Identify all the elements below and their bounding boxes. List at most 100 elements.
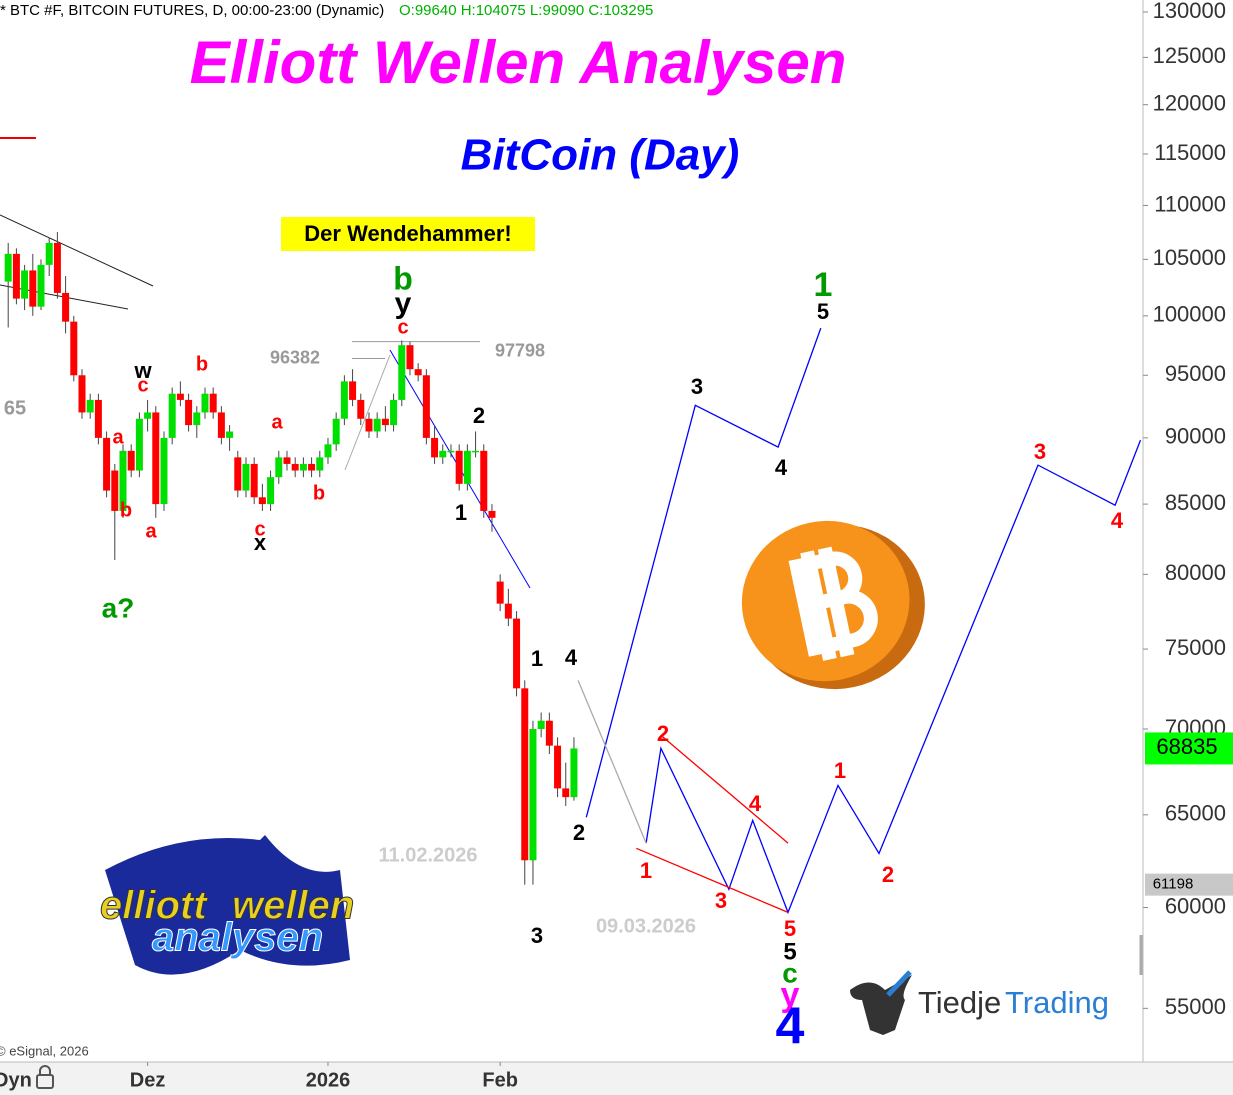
lock-icon	[39, 1065, 51, 1075]
candle-body	[103, 437, 111, 491]
projection-line	[636, 847, 789, 913]
trend-line	[0, 214, 154, 287]
wave-label: 3	[715, 888, 727, 913]
candle-body	[488, 510, 496, 518]
wave-label: w	[133, 358, 152, 383]
candle-body	[283, 457, 291, 464]
wave-label: x	[254, 530, 267, 555]
candle-body	[209, 393, 217, 413]
candle-body	[324, 444, 332, 458]
candle-body	[316, 457, 324, 471]
symbol-header: * BTC #F, BITCOIN FUTURES, D, 00:00-23:0…	[0, 2, 384, 19]
candle-body	[45, 242, 53, 265]
candle-body	[554, 745, 562, 789]
y-tick-label: 95000	[1165, 361, 1226, 386]
candle-body	[390, 399, 398, 426]
wave-label: a	[112, 426, 124, 448]
wave-label: a	[271, 411, 283, 433]
candle-body	[119, 450, 127, 511]
wave-label: 2	[657, 721, 669, 746]
projection-line	[585, 327, 822, 818]
y-tick-label: 60000	[1165, 893, 1226, 918]
x-axis-strip	[0, 1062, 1233, 1095]
y-tick-label: 55000	[1165, 994, 1226, 1019]
coin-symbol	[788, 546, 878, 661]
candle-body	[340, 381, 348, 419]
marker-price-label: 61198	[1153, 876, 1194, 893]
candle-body	[308, 463, 316, 471]
annotation-box	[281, 217, 535, 251]
candle-body	[562, 788, 570, 798]
wave-label: c	[397, 316, 408, 338]
candle-body	[135, 418, 143, 471]
wave-label: 1	[455, 500, 467, 525]
candle-body	[496, 581, 504, 604]
x-tick-label: Dez	[130, 1069, 166, 1091]
candle-body	[455, 450, 463, 484]
wave-label: 4	[749, 791, 762, 816]
y-tick-label: 80000	[1165, 560, 1226, 585]
candle-body	[357, 399, 365, 419]
wave-label: 3	[531, 923, 543, 948]
lock-icon	[36, 1074, 54, 1089]
logo-text: Trading	[1005, 985, 1109, 1020]
projection-line	[660, 734, 789, 844]
candle-body	[291, 463, 299, 471]
x-tick-label: Feb	[482, 1069, 518, 1091]
y-tick-label: 110000	[1154, 191, 1226, 216]
logo-text: analysen	[152, 916, 323, 960]
candle-body	[332, 418, 340, 445]
candle-body	[78, 375, 86, 413]
y-tick-label: 85000	[1165, 490, 1226, 515]
wave-label: 3	[691, 374, 703, 399]
note: 09.03.2026	[596, 915, 696, 937]
candle-body	[570, 748, 578, 798]
candle-body	[381, 418, 389, 426]
candle-body	[472, 450, 480, 453]
mode-label: Dyn	[0, 1069, 32, 1091]
last-price-box	[1145, 732, 1233, 765]
wave-label: 2	[473, 403, 485, 428]
chart-subtitle: BitCoin (Day)	[461, 131, 740, 180]
candle-body	[152, 412, 160, 505]
wave-label: b	[393, 260, 413, 296]
logo-text: elliott	[100, 884, 208, 928]
candle-body	[21, 270, 29, 299]
wave-label: b	[313, 482, 325, 504]
projection-line	[577, 680, 647, 844]
marker-price-box	[1145, 873, 1233, 896]
projection-line	[645, 439, 1142, 915]
candle-body	[111, 470, 119, 511]
logo-text: Tiedje	[918, 985, 1001, 1020]
wave-label: 1	[834, 758, 846, 783]
y-tick-label: 115000	[1154, 140, 1226, 165]
level-label: 97798	[495, 340, 545, 360]
candle-body	[275, 457, 283, 478]
wave-label: y	[395, 287, 412, 320]
bitcoin-icon	[741, 520, 925, 690]
wave-label: a?	[102, 592, 135, 623]
ohlc-header: O:99640 H:104075 L:99090 C:103295	[399, 2, 653, 19]
candle-body	[226, 431, 234, 438]
candle-body	[29, 270, 37, 307]
last-price-label: 68835	[1156, 734, 1217, 759]
copyright: © eSignal, 2026	[0, 1043, 89, 1058]
logo-text: wellen	[232, 884, 354, 928]
trend-line	[344, 354, 391, 471]
candle-body	[250, 463, 258, 498]
candle-body	[463, 450, 471, 484]
logo-bull	[886, 970, 912, 997]
wave-label: b	[196, 353, 208, 375]
y-tick-label: 130000	[1153, 0, 1226, 23]
y-tick-label: 105000	[1153, 245, 1226, 270]
wave-label: 4	[565, 645, 578, 670]
candle-body	[176, 393, 184, 400]
wave-label: c	[254, 518, 265, 540]
wave-label: 4	[1111, 508, 1124, 533]
level-label: 96382	[270, 347, 320, 367]
candle-body	[37, 264, 45, 307]
annotation: Der Wendehammer!	[304, 221, 511, 246]
wave-label: 2	[882, 862, 894, 887]
candle-body	[4, 253, 12, 282]
note: 65	[4, 397, 26, 419]
